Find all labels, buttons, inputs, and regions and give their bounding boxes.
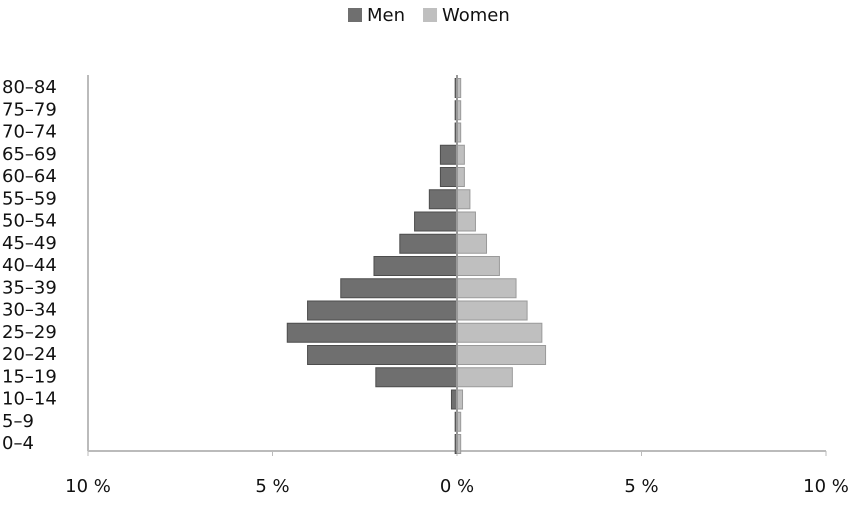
y-tick-label: 0–4 <box>2 433 34 454</box>
y-tick-label: 15–19 <box>2 366 57 387</box>
bar <box>456 167 465 187</box>
legend-label: Men <box>367 5 405 26</box>
bar <box>439 167 458 187</box>
legend-label: Women <box>442 5 510 26</box>
y-tick-label: 60–64 <box>2 166 57 187</box>
bar <box>307 300 458 321</box>
bar <box>456 300 528 321</box>
x-tick-label: 5 % <box>255 476 289 497</box>
bar <box>456 322 543 343</box>
bar <box>456 211 476 232</box>
bar <box>307 345 458 365</box>
x-tick-label: 10 % <box>803 476 849 497</box>
bar <box>414 211 458 232</box>
bar <box>456 256 500 276</box>
bar <box>456 144 465 165</box>
bar <box>373 256 458 276</box>
bar <box>456 367 513 388</box>
bar <box>375 367 458 388</box>
y-tick-label: 10–14 <box>2 389 57 410</box>
x-tick-label: 10 % <box>65 476 111 497</box>
y-tick-label: 30–34 <box>2 300 57 321</box>
y-tick-label: 20–24 <box>2 344 57 365</box>
bar <box>286 322 458 343</box>
y-tick-label: 75–79 <box>2 99 57 120</box>
x-tick-label: 0 % <box>440 476 474 497</box>
y-tick-label: 5–9 <box>2 411 34 432</box>
bar <box>456 278 517 299</box>
y-tick-label: 80–84 <box>2 77 57 98</box>
bar <box>340 278 458 299</box>
bar <box>456 233 488 254</box>
bar <box>428 189 458 210</box>
y-tick-label: 35–39 <box>2 277 57 298</box>
y-tick-label: 70–74 <box>2 122 57 143</box>
bar <box>456 189 471 210</box>
y-tick-label: 40–44 <box>2 255 57 276</box>
y-tick-label: 65–69 <box>2 144 57 165</box>
x-tick-label: 5 % <box>624 476 658 497</box>
y-tick-label: 50–54 <box>2 211 57 232</box>
y-tick-label: 55–59 <box>2 188 57 209</box>
bar <box>399 233 458 254</box>
y-tick-label: 25–29 <box>2 322 57 343</box>
y-tick-label: 45–49 <box>2 233 57 254</box>
bar <box>439 144 458 165</box>
bar <box>456 345 547 365</box>
legend-swatch <box>423 8 438 22</box>
legend-swatch <box>348 8 362 22</box>
